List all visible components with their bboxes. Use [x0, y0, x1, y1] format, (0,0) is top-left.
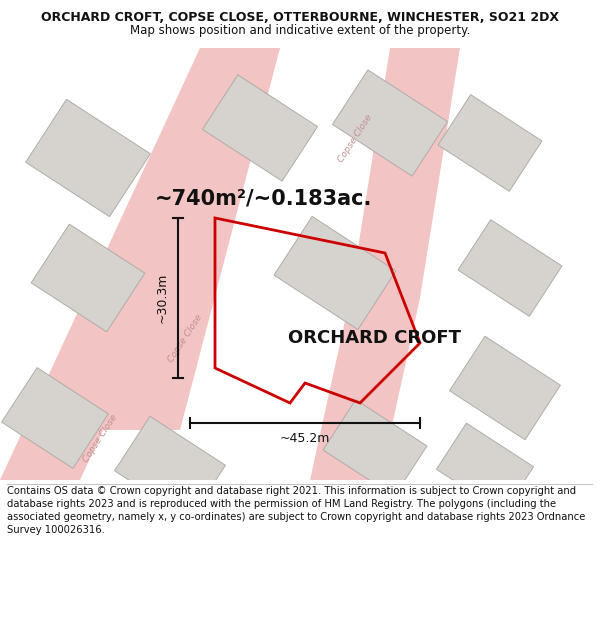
Text: ~30.3m: ~30.3m — [155, 272, 169, 323]
Polygon shape — [350, 48, 460, 298]
Polygon shape — [26, 99, 151, 217]
Polygon shape — [202, 75, 317, 181]
Polygon shape — [436, 423, 533, 513]
Polygon shape — [274, 216, 396, 329]
Text: Contains OS data © Crown copyright and database right 2021. This information is : Contains OS data © Crown copyright and d… — [7, 486, 586, 536]
Polygon shape — [0, 48, 280, 480]
Polygon shape — [31, 224, 145, 332]
Text: Copse Close: Copse Close — [336, 112, 374, 164]
Polygon shape — [2, 368, 109, 468]
Polygon shape — [100, 48, 280, 430]
Text: ORCHARD CROFT: ORCHARD CROFT — [289, 329, 461, 347]
Text: ~740m²/~0.183ac.: ~740m²/~0.183ac. — [155, 188, 373, 208]
Text: Map shows position and indicative extent of the property.: Map shows position and indicative extent… — [130, 24, 470, 38]
Polygon shape — [438, 95, 542, 191]
Text: ORCHARD CROFT, COPSE CLOSE, OTTERBOURNE, WINCHESTER, SO21 2DX: ORCHARD CROFT, COPSE CLOSE, OTTERBOURNE,… — [41, 11, 559, 24]
Polygon shape — [115, 416, 226, 520]
Polygon shape — [323, 400, 427, 496]
Polygon shape — [449, 336, 560, 440]
Polygon shape — [332, 70, 448, 176]
Text: ~45.2m: ~45.2m — [280, 432, 330, 446]
Text: Copse Close: Copse Close — [166, 312, 204, 364]
Polygon shape — [458, 220, 562, 316]
Text: Copse Close: Copse Close — [81, 412, 119, 464]
Polygon shape — [310, 298, 420, 480]
